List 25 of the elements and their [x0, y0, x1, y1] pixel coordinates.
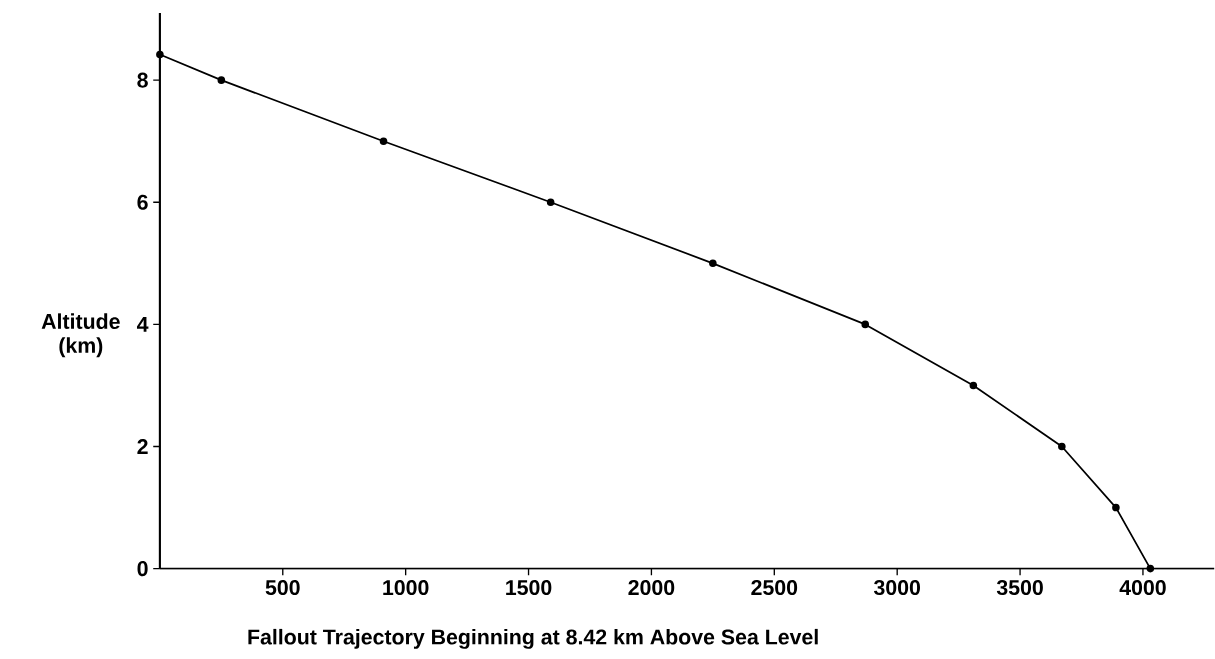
x-tick-label: 3000 — [873, 580, 920, 596]
point — [969, 381, 978, 390]
y-tick-label: 0 — [137, 561, 148, 577]
point — [217, 76, 226, 85]
y-tick-label: 4 — [136, 317, 149, 332]
point — [1058, 442, 1066, 451]
x-tick-label: 1500 — [506, 580, 552, 596]
y-tick-label: 6 — [137, 194, 148, 211]
point — [546, 198, 555, 207]
point — [1146, 565, 1155, 573]
point — [709, 259, 717, 268]
point — [156, 50, 164, 59]
y-tick-label: 2 — [137, 439, 148, 455]
x-tick-label: 2000 — [628, 580, 675, 596]
x-tick-label: 500 — [265, 580, 300, 596]
point — [1112, 503, 1120, 512]
y-axis-title: Altitude (km) — [41, 313, 120, 358]
y-tick-label: 8 — [137, 72, 148, 88]
x-tick-label: 1000 — [383, 580, 429, 596]
x-tick-label: 3500 — [996, 580, 1043, 596]
point — [379, 137, 388, 146]
x-tick-label: 2500 — [751, 580, 798, 596]
x-tick-label: 4000 — [1119, 580, 1166, 596]
point — [861, 320, 870, 329]
x-axis-title: Fallout Trajectory Beginning at 8.42 km Above Sea Level — [248, 629, 818, 650]
